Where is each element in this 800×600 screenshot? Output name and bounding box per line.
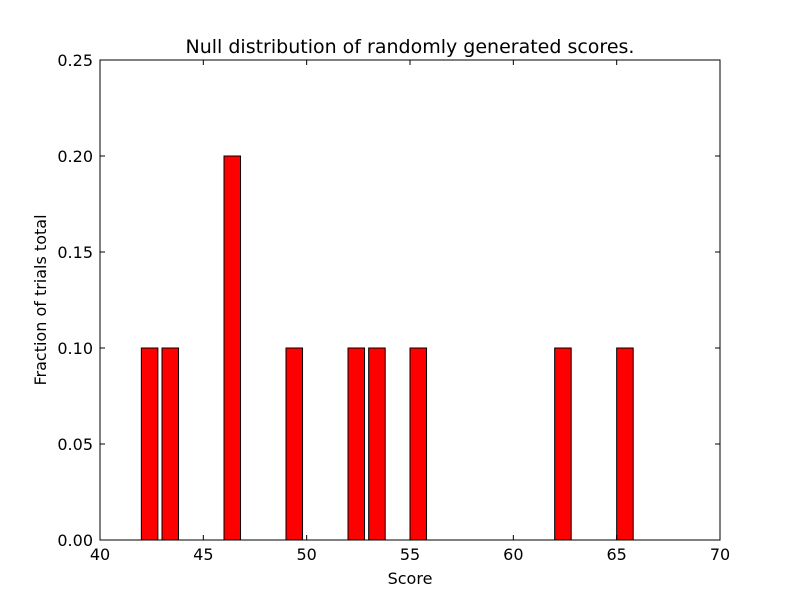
bars-group — [140, 155, 634, 541]
y-axis-label: Fraction of trials total — [31, 214, 50, 385]
tick-labels-group: 40 45 50 55 60 65 70 0.00 0.05 0.10 0.15 0.20 0.25 — [57, 51, 730, 564]
y-tick-label: 0.05 — [57, 435, 93, 454]
bar-55 — [409, 347, 428, 541]
bar-65 — [616, 347, 634, 541]
ticks-group — [99, 59, 721, 541]
bar-52 — [347, 347, 366, 541]
x-axis-label: Score — [388, 569, 433, 588]
y-tick-label: 0.00 — [57, 531, 93, 550]
bar-42 — [140, 347, 159, 541]
y-tick-label: 0.15 — [57, 243, 93, 262]
x-tick-label: 45 — [193, 545, 213, 564]
y-tick-label: 0.10 — [57, 339, 93, 358]
x-tick-label: 60 — [503, 545, 523, 564]
x-tick-label: 50 — [296, 545, 316, 564]
x-tick-label: 70 — [710, 545, 730, 564]
bar-43 — [161, 347, 180, 541]
bar-46 — [223, 155, 242, 541]
chart-title: Null distribution of randomly generated … — [186, 36, 635, 58]
bar-49 — [285, 347, 304, 541]
bar-53 — [368, 347, 386, 541]
y-tick-label: 0.25 — [57, 51, 93, 70]
x-tick-label: 40 — [90, 545, 110, 564]
y-tick-label: 0.20 — [57, 147, 93, 166]
x-tick-label: 65 — [606, 545, 626, 564]
bar-62 — [554, 347, 572, 541]
x-tick-label: 55 — [400, 545, 420, 564]
